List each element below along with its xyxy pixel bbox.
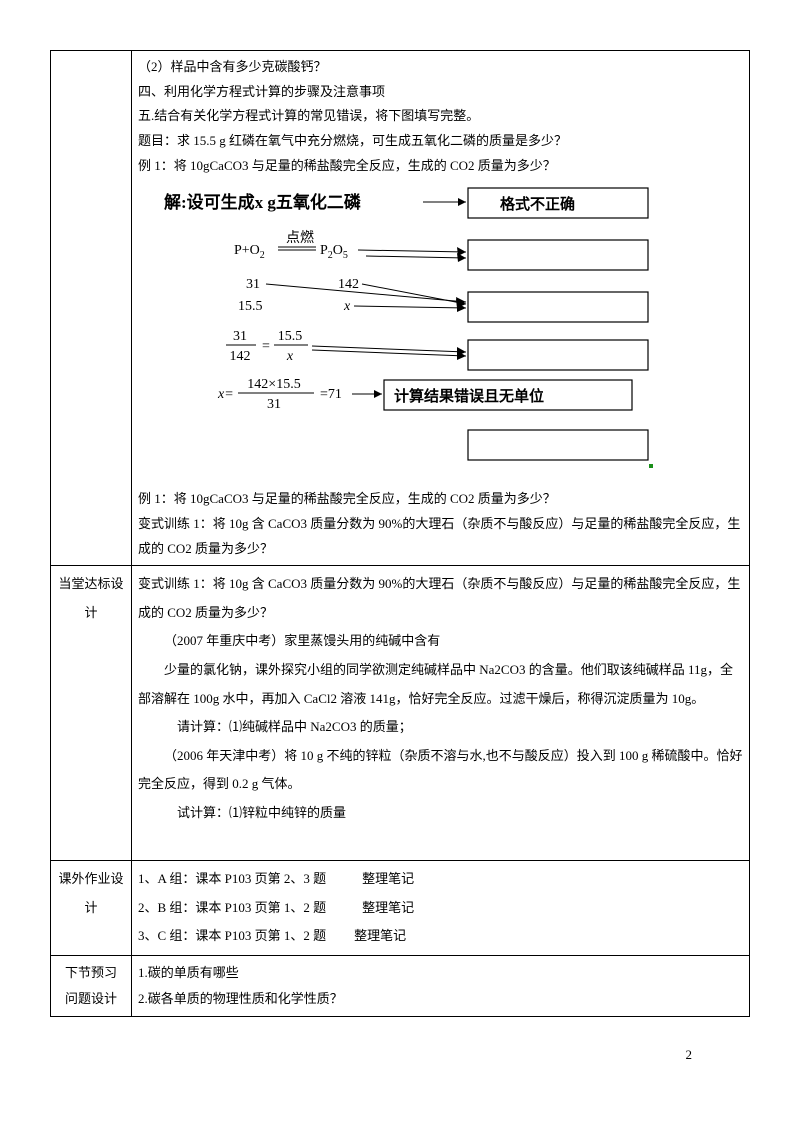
page-number: 2 xyxy=(50,1047,750,1063)
error-box-3 xyxy=(468,292,648,322)
hw-b: 2、B 组：课本 P103 页第 1、2 题 整理笔记 xyxy=(138,894,743,923)
section5: 五.结合有关化学方程式计算的常见错误，将下图填写完整。 xyxy=(138,104,743,129)
hw-c: 3、C 组：课本 P103 页第 1、2 题 整理笔记 xyxy=(138,922,743,951)
n155: 15.5 xyxy=(238,299,263,314)
row4-label: 下节预习 问题设计 xyxy=(51,955,132,1016)
eq-sign: = xyxy=(262,339,270,354)
row3-content: 1、A 组：课本 P103 页第 2、3 题整理笔记 2、B 组：课本 P103… xyxy=(132,861,750,956)
hw-c-text: 3、C 组：课本 P103 页第 1、2 题 xyxy=(138,928,326,943)
cq2007-3: 请计算：⑴纯碱样品中 Na2CO3 的质量； xyxy=(138,713,743,742)
nx: x xyxy=(343,299,351,314)
error-diagram: 解:设可生成x g五氧化二磷 格式不正确 P+O2 点燃 P2O5 xyxy=(138,184,743,483)
table-row: 当堂达标设计 变式训练 1：将 10g 含 CaCO3 质量分数为 90%的大理… xyxy=(51,566,750,861)
n31: 31 xyxy=(246,277,260,292)
preview-q1: 1.碳的单质有哪些 xyxy=(138,960,743,986)
row4-label2: 问题设计 xyxy=(65,991,117,1006)
variant1a: 变式训练 1：将 10g 含 CaCO3 质量分数为 90%的大理石（杂质不与酸… xyxy=(138,512,743,561)
row2-label: 当堂达标设计 xyxy=(51,566,132,861)
hw-b-text: 2、B 组：课本 P103 页第 1、2 题 xyxy=(138,900,326,915)
spacer xyxy=(138,828,743,857)
table-row: （2）样品中含有多少克碳酸钙？ 四、利用化学方程式计算的步骤及注意事项 五.结合… xyxy=(51,51,750,566)
error-text-5: 计算结果错误且无单位 xyxy=(394,387,544,405)
problem-title: 题目：求 15.5 g 红磷在氧气中充分燃烧，可生成五氧化二磷的质量是多少？ xyxy=(138,129,743,154)
main-table: （2）样品中含有多少克碳酸钙？ 四、利用化学方程式计算的步骤及注意事项 五.结合… xyxy=(50,50,750,1017)
diagram-svg: 解:设可生成x g五氧化二磷 格式不正确 P+O2 点燃 P2O5 xyxy=(138,184,698,474)
section4: 四、利用化学方程式计算的步骤及注意事项 xyxy=(138,80,743,105)
eq-label: 点燃 xyxy=(286,229,314,246)
q2: （2）样品中含有多少克碳酸钙？ xyxy=(138,55,743,80)
table-row: 下节预习 问题设计 1.碳的单质有哪些 2.碳各单质的物理性质和化学性质？ xyxy=(51,955,750,1016)
res-lhs: x= xyxy=(217,387,234,402)
error-box-6 xyxy=(468,430,648,460)
row1-content: （2）样品中含有多少克碳酸钙？ 四、利用化学方程式计算的步骤及注意事项 五.结合… xyxy=(132,51,750,566)
arrow-1-head xyxy=(458,198,466,206)
res-rhs: =71 xyxy=(320,387,342,402)
solve-text: 解:设可生成x g五氧化二磷 xyxy=(164,192,362,212)
corner-mark xyxy=(649,464,653,468)
error-box-2 xyxy=(468,240,648,270)
cq2007-1: （2007 年重庆中考）家里蒸馒头用的纯碱中含有 xyxy=(138,627,743,656)
error-box-4 xyxy=(468,340,648,370)
error-text-1: 格式不正确 xyxy=(500,195,575,213)
hw-b-note: 整理笔记 xyxy=(362,900,414,915)
eq-p-o2: P+O2 xyxy=(234,243,265,261)
example1b: 例 1：将 10gCaCO3 与足量的稀盐酸完全反应，生成的 CO2 质量为多少… xyxy=(138,487,743,512)
frac2b: x xyxy=(286,349,294,364)
preview-q2: 2.碳各单质的物理性质和化学性质？ xyxy=(138,986,743,1012)
page: （2）样品中含有多少克碳酸钙？ 四、利用化学方程式计算的步骤及注意事项 五.结合… xyxy=(50,0,750,1103)
row4-label1: 下节预习 xyxy=(65,965,117,980)
tj2006-2: 试计算：⑴锌粒中纯锌的质量 xyxy=(138,799,743,828)
row3-label: 课外作业设计 xyxy=(51,861,132,956)
hw-a: 1、A 组：课本 P103 页第 2、3 题 整理笔记 xyxy=(138,865,743,894)
hw-c-note: 整理笔记 xyxy=(354,928,406,943)
res-bot: 31 xyxy=(267,397,281,412)
table-row: 课外作业设计 1、A 组：课本 P103 页第 2、3 题整理笔记 2、B 组：… xyxy=(51,861,750,956)
frac2a: 15.5 xyxy=(278,329,303,344)
n142: 142 xyxy=(338,277,359,292)
variant1b: 变式训练 1：将 10g 含 CaCO3 质量分数为 90%的大理石（杂质不与酸… xyxy=(138,570,743,627)
example1a: 例 1：将 10gCaCO3 与足量的稀盐酸完全反应，生成的 CO2 质量为多少… xyxy=(138,154,743,179)
frac1a: 31 xyxy=(233,329,247,344)
frac1b: 142 xyxy=(230,349,251,364)
row4-content: 1.碳的单质有哪些 2.碳各单质的物理性质和化学性质？ xyxy=(132,955,750,1016)
tj2006-1: （2006 年天津中考）将 10 g 不纯的锌粒（杂质不溶与水,也不与酸反应）投… xyxy=(138,742,743,799)
hw-a-text: 1、A 组：课本 P103 页第 2、3 题 xyxy=(138,871,326,886)
res-top: 142×15.5 xyxy=(247,377,300,392)
hw-a-note: 整理笔记 xyxy=(362,871,414,886)
row2-content: 变式训练 1：将 10g 含 CaCO3 质量分数为 90%的大理石（杂质不与酸… xyxy=(132,566,750,861)
eq-p2o5: P2O5 xyxy=(320,243,348,261)
row1-label-cell xyxy=(51,51,132,566)
cq2007-2: 少量的氯化钠，课外探究小组的同学欲测定纯碱样品中 Na2CO3 的含量。他们取该… xyxy=(138,656,743,713)
